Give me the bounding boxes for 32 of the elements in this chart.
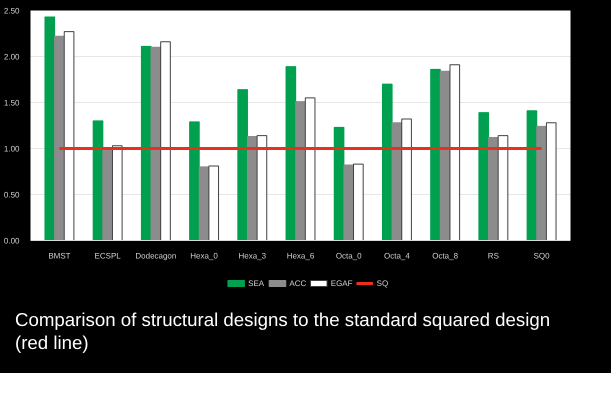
x-tick-label: RS xyxy=(488,252,499,260)
legend-label: SQ xyxy=(376,279,388,288)
bar xyxy=(92,120,104,240)
text: Comparison of structural designs to the standard squared design (red line) xyxy=(15,308,552,355)
bar xyxy=(54,36,65,240)
legend-label: EGAF xyxy=(330,279,353,288)
y-tick-label: 2.50 xyxy=(4,6,20,16)
legend-label: ACC xyxy=(289,279,307,288)
x-tick-label: Hexa_6 xyxy=(286,252,315,260)
bar xyxy=(189,121,200,240)
bar xyxy=(430,68,441,240)
y-tick-label: 0.50 xyxy=(4,190,20,200)
x-tick-label: Hexa_3 xyxy=(238,252,267,260)
bar xyxy=(392,122,402,240)
bar xyxy=(237,89,248,240)
x-tick-label: Dodecagon xyxy=(135,252,176,260)
x-tick-label: ECSPL xyxy=(94,252,122,260)
x-tick-label: Hexa_0 xyxy=(190,252,218,260)
y-tick-label: 2.00 xyxy=(4,52,20,62)
legend-label: SEA xyxy=(248,279,265,288)
x-tick-label: SQ0 xyxy=(534,252,550,260)
bar xyxy=(44,16,56,240)
x-tick-label: Octa_0 xyxy=(336,252,362,260)
y-tick-label: 0.00 xyxy=(4,236,20,246)
bar xyxy=(526,110,538,240)
y-tick-label: 1.50 xyxy=(4,98,20,108)
x-tick-label: BMST xyxy=(48,252,71,260)
bar xyxy=(295,101,306,240)
y-tick-label: 1.00 xyxy=(4,144,20,154)
x-tick-label: Octa_8 xyxy=(432,252,459,260)
bar xyxy=(382,84,393,240)
x-tick-label: Octa_4 xyxy=(384,252,410,260)
